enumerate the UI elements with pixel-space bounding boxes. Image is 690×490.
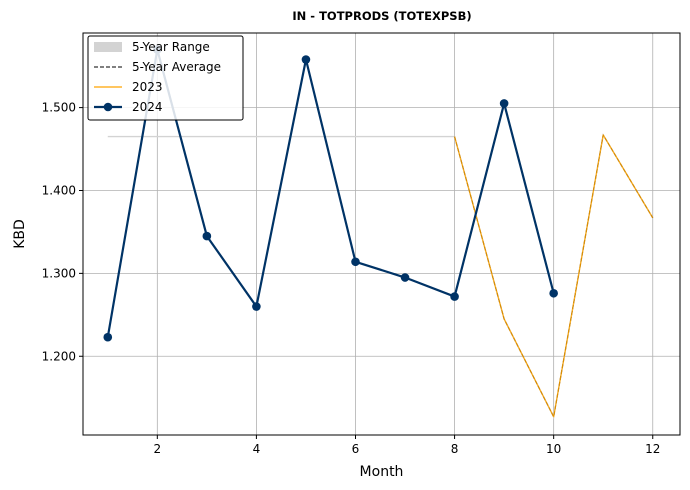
- legend-label-5-year-range: 5-Year Range: [132, 40, 210, 54]
- series-layer: [103, 45, 654, 419]
- y-tick-label-3: 1.500: [42, 101, 76, 115]
- y-tick-label-0: 1.200: [42, 349, 76, 363]
- x-tick-label-5: 12: [645, 442, 660, 456]
- series-2024-point-7: [400, 273, 410, 282]
- series-2024-point-3: [202, 231, 212, 241]
- y-tick-label-1: 1.300: [42, 266, 76, 280]
- legend-items: 5-Year Range 5-Year Average 2023 2024: [94, 40, 221, 114]
- series-2024-line: [106, 48, 555, 338]
- legend-label-2023: 2023: [132, 80, 163, 94]
- series-2024-point-5: [301, 55, 311, 64]
- legend-box: [87, 35, 244, 121]
- series-2024-point-4: [252, 302, 261, 311]
- legend-swatch-5-year-range: [94, 42, 122, 52]
- legend: 5-Year Range 5-Year Average 2023 2024: [87, 35, 244, 121]
- x-tick-label-4: 10: [546, 442, 561, 456]
- series-2024: [103, 45, 558, 342]
- y-axis-ticks: 1.200 1.300 1.400 1.500: [42, 101, 83, 363]
- x-tick-label-0: 2: [153, 442, 161, 456]
- x-axis-label: Month: [360, 464, 404, 480]
- x-tick-label-3: 8: [451, 442, 459, 456]
- plot-frame: [82, 32, 681, 436]
- series-2023: [453, 134, 654, 418]
- y-axis-label: KBD: [12, 219, 28, 249]
- legend-marker-2024: [103, 102, 113, 112]
- x-tick-label-1: 4: [253, 442, 261, 456]
- grid-lines: [83, 33, 680, 435]
- x-tick-label-2: 6: [352, 442, 360, 456]
- legend-label-5-year-average: 5-Year Average: [132, 60, 221, 74]
- series-2024-point-8: [450, 292, 459, 301]
- series-2024-point-10: [549, 288, 558, 298]
- series-2024-point-1: [103, 332, 113, 342]
- legend-label-2024: 2024: [132, 100, 163, 114]
- x-axis-ticks: 2 4 6 8 10 12: [153, 435, 660, 456]
- chart-title: IN - TOTPRODS (TOTEXPSB): [292, 9, 471, 23]
- y-tick-label-2: 1.400: [42, 183, 76, 197]
- series-2024-point-9: [499, 99, 509, 108]
- series-2024-point-6: [351, 257, 360, 267]
- series-2023-line: [453, 134, 654, 418]
